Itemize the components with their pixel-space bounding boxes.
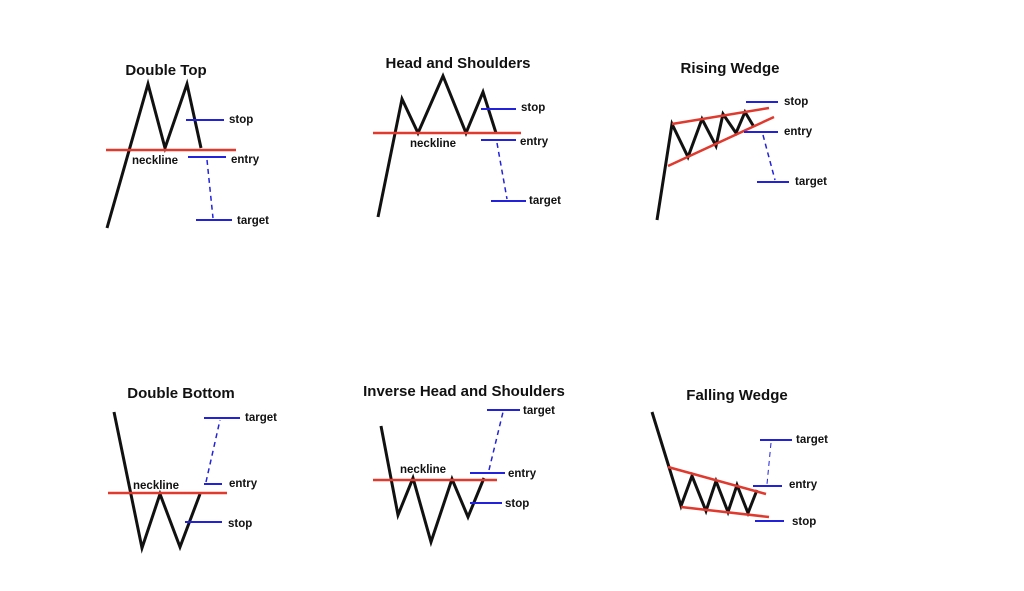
inverse-head-and-shoulders: Inverse Head and Shoulders neckline targ…	[363, 383, 565, 548]
projection	[496, 142, 508, 200]
target-label: target	[795, 176, 827, 188]
stop-label: stop	[792, 516, 816, 528]
stop-label: stop	[228, 518, 252, 530]
title: Falling Wedge	[686, 387, 787, 404]
price-line	[376, 72, 498, 218]
price-line	[655, 108, 756, 221]
neckline-label: neckline	[410, 138, 456, 150]
target-label: target	[523, 405, 555, 417]
target-label: target	[245, 412, 277, 424]
falling-wedge: Falling Wedge target entry stop	[650, 387, 828, 528]
rising-wedge: Rising Wedge stop entry target	[655, 60, 827, 221]
price-line	[379, 425, 486, 548]
title: Double Top	[125, 62, 206, 79]
title: Inverse Head and Shoulders	[363, 383, 565, 400]
head-and-shoulders: Head and Shoulders neckline stop entry t…	[373, 55, 561, 218]
lower-trendline	[667, 115, 775, 168]
price-line	[650, 411, 759, 518]
target-label: target	[237, 215, 269, 227]
entry-label: entry	[231, 154, 260, 166]
entry-label: entry	[229, 478, 258, 490]
projection	[205, 419, 221, 483]
neckline-label: neckline	[132, 155, 178, 167]
entry-label: entry	[789, 479, 818, 491]
neckline-label: neckline	[133, 480, 179, 492]
entry-label: entry	[508, 468, 537, 480]
upper-trendline	[667, 465, 767, 496]
price-line	[105, 78, 203, 229]
double-bottom: Double Bottom neckline target entry stop	[108, 385, 277, 554]
entry-label: entry	[784, 126, 813, 138]
stop-label: stop	[521, 102, 545, 114]
title: Head and Shoulders	[385, 55, 530, 72]
title: Rising Wedge	[681, 60, 780, 77]
projection	[488, 411, 504, 471]
projection	[766, 442, 772, 485]
stop-label: stop	[505, 498, 529, 510]
stop-label: stop	[229, 114, 253, 126]
stop-label: stop	[784, 96, 808, 108]
entry-label: entry	[520, 136, 549, 148]
title: Double Bottom	[127, 385, 234, 402]
double-top: Double Top neckline stop entry target	[105, 62, 269, 229]
upper-trendline	[671, 106, 770, 126]
target-label: target	[529, 195, 561, 207]
projection	[762, 134, 776, 181]
lower-trendline	[680, 505, 770, 519]
neckline-label: neckline	[400, 464, 446, 476]
projection	[206, 159, 214, 219]
target-label: target	[796, 434, 828, 446]
